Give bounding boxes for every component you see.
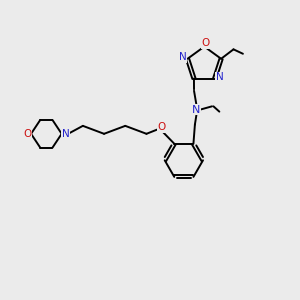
Text: N: N <box>216 72 224 82</box>
Text: N: N <box>178 52 186 62</box>
Text: N: N <box>61 129 69 139</box>
Text: O: O <box>201 38 209 48</box>
Text: O: O <box>23 129 31 139</box>
Text: N: N <box>192 105 201 115</box>
Text: O: O <box>157 122 165 132</box>
